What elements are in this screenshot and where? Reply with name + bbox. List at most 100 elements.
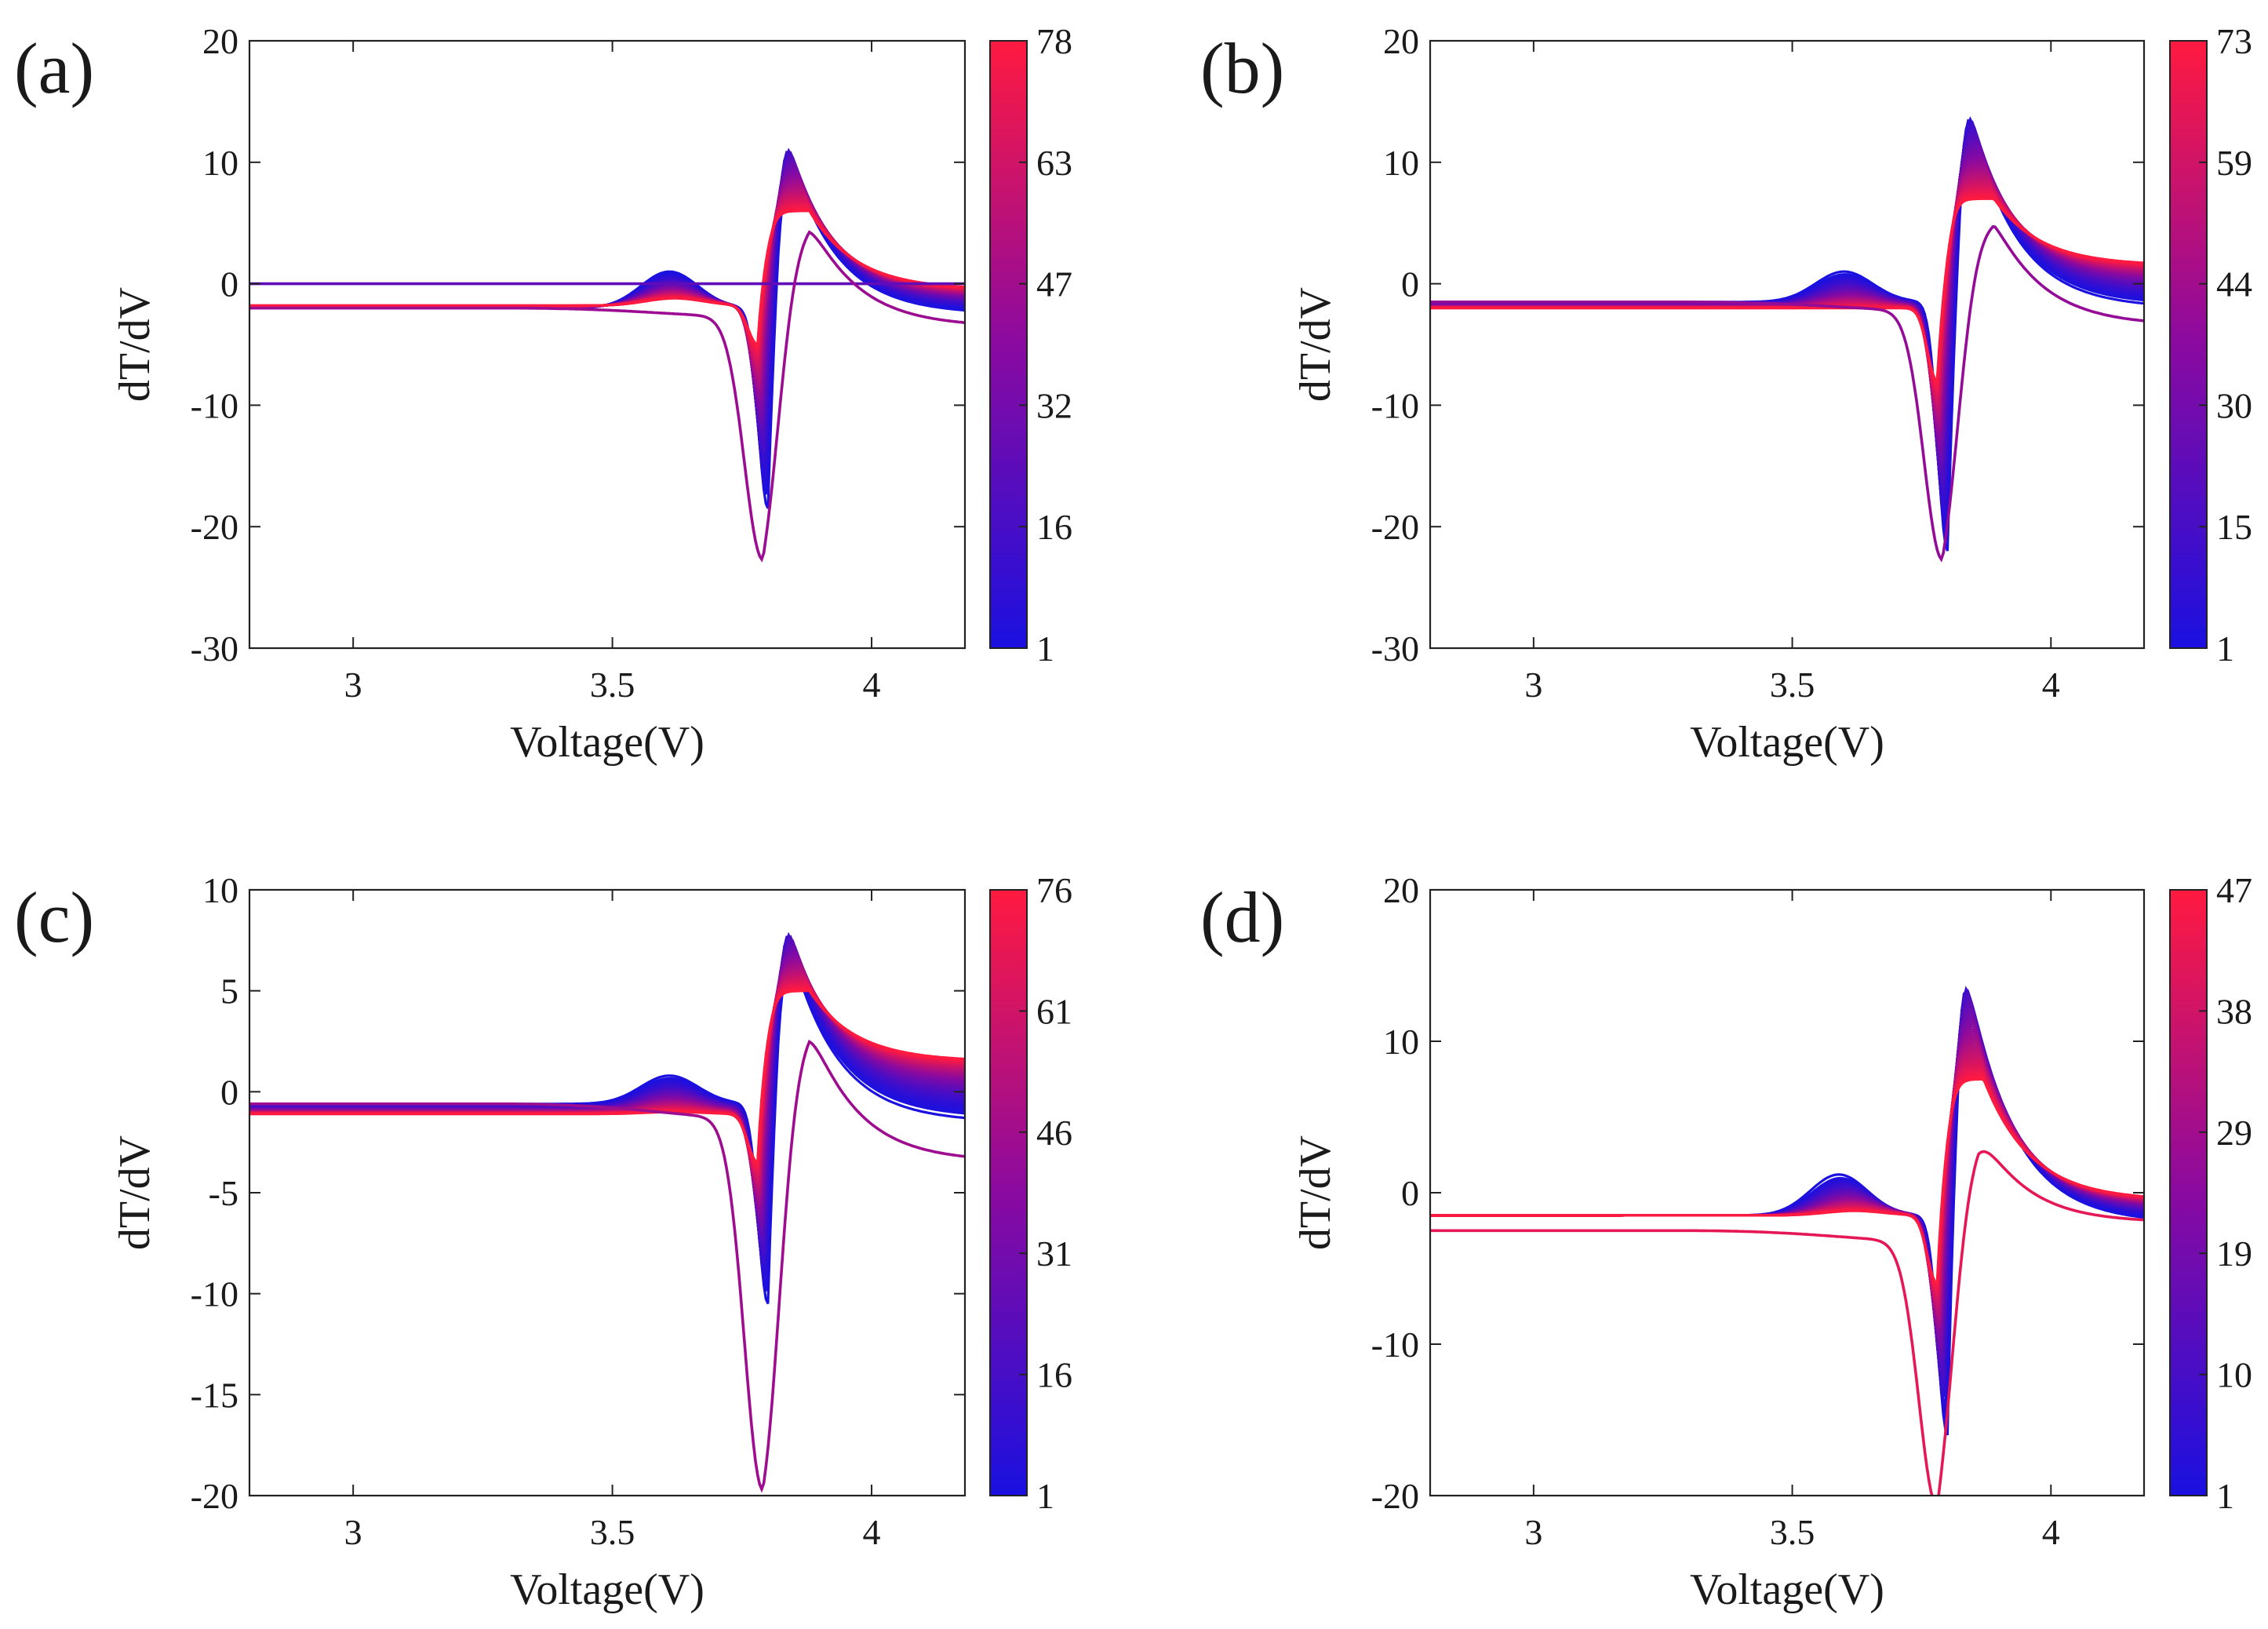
colorbar: 78 63 47 32 16 1 [989, 21, 1072, 669]
series-line [249, 166, 965, 417]
series-line [249, 156, 965, 431]
series-line [1430, 173, 2144, 421]
series-line [1430, 1006, 2144, 1436]
plot-frame [248, 888, 967, 1497]
x-axis-label: Voltage(V) [1690, 718, 1884, 767]
y-tick-label: 20 [1383, 870, 1419, 910]
series-line [1430, 188, 2144, 399]
y-tick-label: 0 [220, 264, 238, 304]
series-line [249, 940, 965, 1236]
series-line [249, 200, 965, 362]
y-tick-label: 20 [202, 21, 238, 61]
series-line [249, 948, 965, 1288]
series-line [249, 935, 965, 1245]
x-tick-label: 3.5 [1770, 1512, 1815, 1552]
series-line [1430, 1067, 2144, 1298]
series-line [1430, 1047, 2144, 1314]
series-line [249, 953, 965, 1217]
colorbar-gradient [2169, 40, 2208, 649]
series-line [249, 943, 965, 1233]
series-line [249, 201, 965, 360]
series-line [1430, 176, 2144, 412]
series-line [1430, 191, 2144, 393]
y-axis-label: dT/dV [111, 1135, 159, 1250]
series-line [1430, 995, 2144, 1412]
series-line [1430, 196, 2144, 385]
series-line [249, 195, 965, 370]
panel-label: (c) [14, 877, 94, 957]
series-line [1430, 170, 2144, 425]
outlier-series-line [1430, 224, 2144, 563]
outlier-series-line [1430, 1150, 2144, 1496]
colorbar-gradient [2169, 889, 2208, 1496]
series-line [249, 195, 965, 369]
series-group [249, 931, 965, 1493]
x-axis-label: Voltage(V) [510, 718, 704, 767]
series-line [249, 938, 965, 1240]
series-line [249, 168, 965, 416]
series-line [1430, 171, 2144, 424]
colorbar-tick-label: 1 [1036, 1476, 1054, 1516]
series-line [1430, 989, 2144, 1379]
series-line [1430, 120, 2144, 504]
y-tick-label: -5 [209, 1173, 238, 1213]
series-line [249, 959, 965, 1207]
colorbar-tick-label: 1 [2216, 1476, 2234, 1516]
series-line [1430, 1016, 2144, 1343]
series-line [249, 166, 965, 420]
series-line [249, 148, 965, 455]
series-line [1430, 116, 2144, 513]
series-line [249, 206, 965, 353]
series-line [1430, 1030, 2144, 1330]
series-line [249, 162, 965, 423]
colorbar-tick-label: 78 [1036, 21, 1072, 61]
colorbar-tick-label: 47 [2216, 870, 2252, 910]
colorbar-tick-label: 44 [2216, 264, 2252, 304]
series-line [249, 206, 965, 352]
series-line [249, 933, 965, 1259]
series-line [249, 158, 965, 486]
series-line [249, 194, 965, 371]
colorbar-tick-label: 32 [1036, 385, 1072, 425]
series-line [1430, 1006, 2144, 1355]
y-tick-label: 0 [220, 1072, 238, 1112]
series-line [249, 989, 965, 1165]
series-line [249, 980, 965, 1179]
series-line [1430, 181, 2144, 409]
series-line [249, 946, 965, 1228]
plot-frame [248, 39, 967, 650]
series-line [1430, 124, 2144, 494]
series-line [249, 952, 965, 1217]
series-line [249, 151, 965, 444]
series-line [249, 935, 965, 1252]
colorbar-tick-label: 30 [2216, 385, 2252, 425]
series-line [249, 162, 965, 421]
colorbar-tick-label: 31 [1036, 1234, 1072, 1274]
series-line [1430, 126, 2144, 536]
series-line [249, 199, 965, 365]
colorbar-tick-label: 1 [1036, 629, 1054, 669]
series-line [1430, 1009, 2144, 1352]
series-line [249, 154, 965, 440]
colorbar-tick-label: 46 [1036, 1113, 1072, 1153]
series-line [1430, 1022, 2144, 1336]
series-line [249, 193, 965, 373]
series-line [1430, 1056, 2144, 1308]
series-line [249, 960, 965, 1210]
series-line [249, 160, 965, 490]
series-line [249, 935, 965, 1261]
series-line [249, 203, 965, 356]
series-line [1430, 992, 2144, 1406]
series-line [1430, 1019, 2144, 1343]
y-tick-label: 10 [202, 143, 238, 183]
series-line [249, 958, 965, 1208]
series-line [1430, 1071, 2144, 1293]
series-line [1430, 1003, 2144, 1358]
colorbar-tick-label: 63 [1036, 143, 1072, 183]
series-line [249, 954, 965, 1217]
series-line [249, 208, 965, 349]
series-line [249, 950, 965, 1225]
series-line [249, 935, 965, 1255]
series-line [1430, 1034, 2144, 1325]
